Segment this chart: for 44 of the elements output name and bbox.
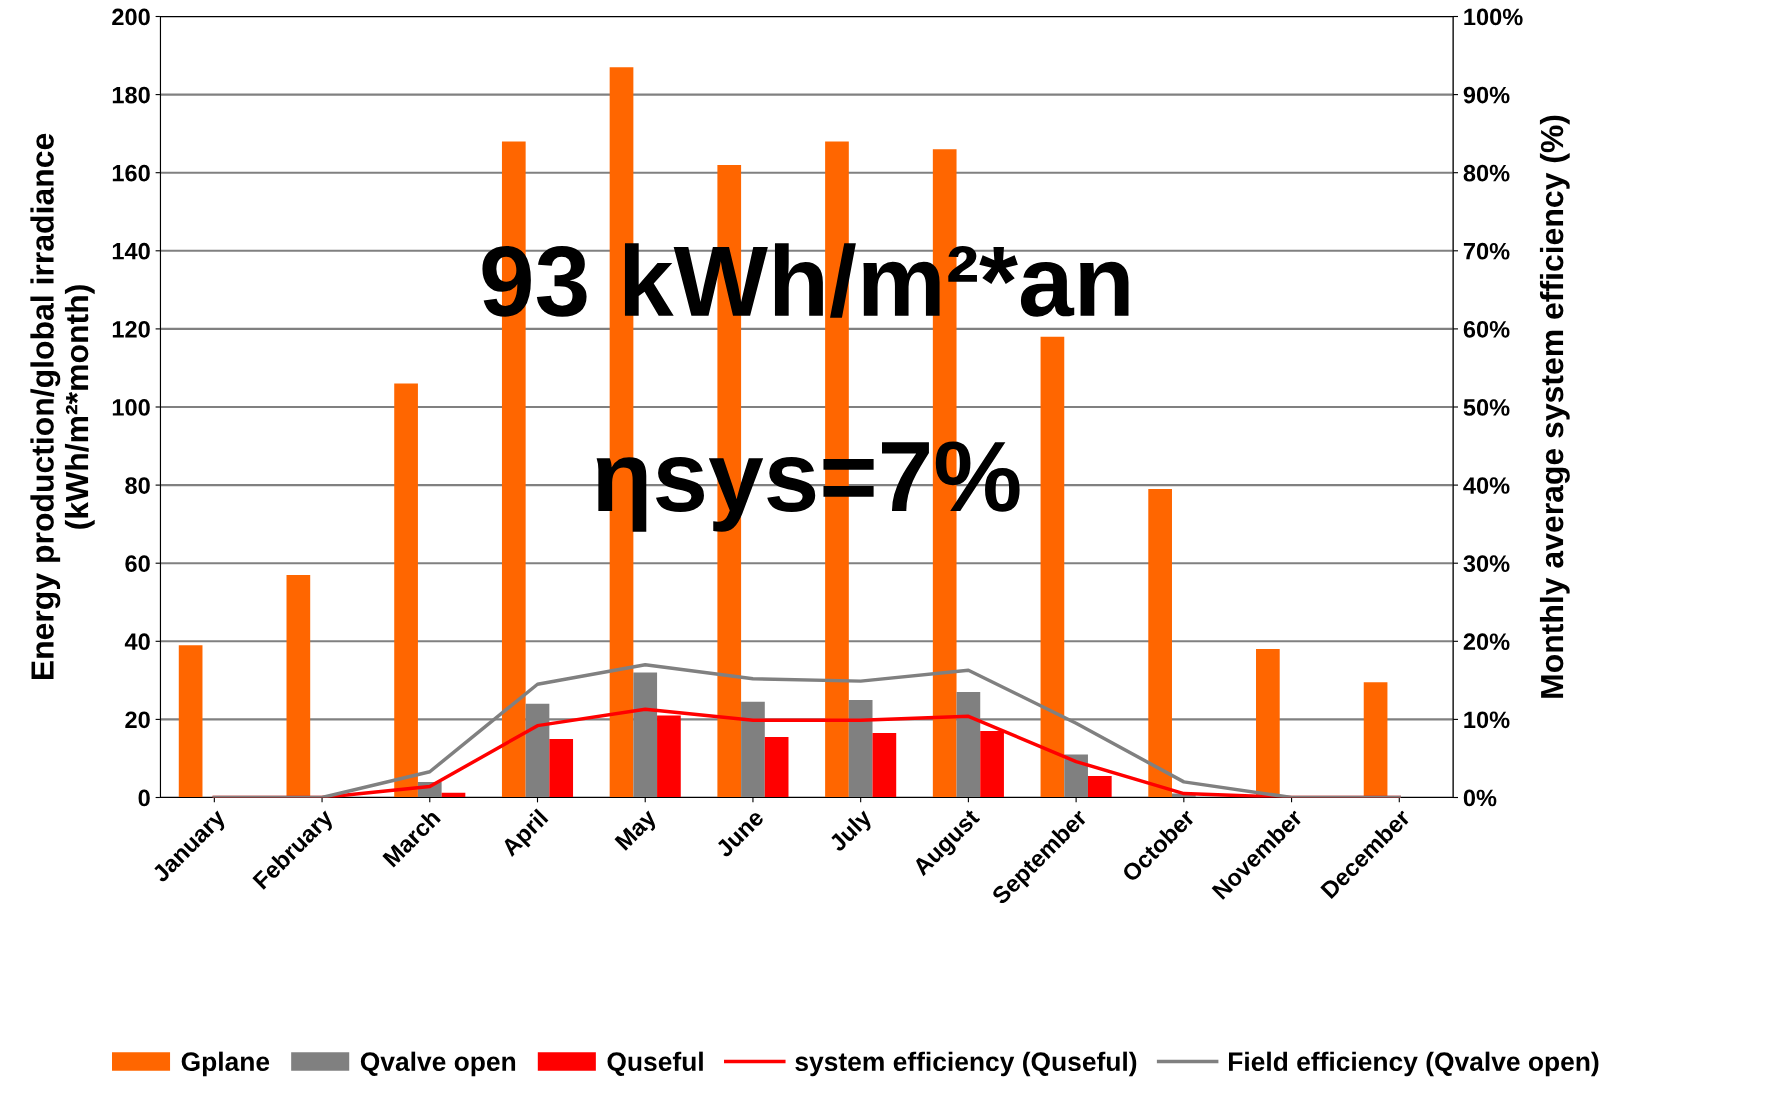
y-tick-label: 0	[138, 789, 150, 807]
bar	[1363, 682, 1388, 798]
y-tick-label: 120	[112, 320, 150, 338]
legend-label: Quseful	[607, 1051, 703, 1076]
bar	[872, 733, 897, 798]
y-tick-label: 100	[112, 399, 150, 416]
y2-tick-label: 40%	[1463, 477, 1510, 494]
y2-tick-label: 70%	[1463, 242, 1510, 260]
y-tick-label: 180	[112, 86, 150, 104]
bar	[1148, 489, 1172, 798]
y2-tick-label: 50%	[1463, 399, 1510, 416]
y-tick-label: 160	[112, 164, 150, 182]
y-axis-title: Energy production/global irradiance (kWh/m²*month)	[30, 133, 95, 680]
bar	[741, 701, 765, 798]
legend-label: Qvalve open	[360, 1051, 516, 1077]
y2-tick-label: 100%	[1464, 8, 1523, 26]
bar	[178, 645, 203, 798]
y2-tick-label: 30%	[1463, 555, 1510, 573]
bar	[394, 383, 418, 798]
bar	[1256, 649, 1280, 798]
bar	[1040, 336, 1065, 798]
bar	[764, 736, 789, 798]
bar	[848, 699, 873, 798]
y-tick-label: 80	[125, 477, 150, 494]
y2-tick-label: 90%	[1463, 86, 1510, 104]
y-tick-label: 140	[112, 242, 150, 260]
bar	[549, 738, 574, 798]
y2-axis-title: Monthly average system efficiency (%)	[1539, 115, 1570, 698]
legend-label: Field efficiency (Qvalve open)	[1228, 1051, 1599, 1077]
y2-tick-label: 20%	[1463, 633, 1510, 651]
y-tick-label: 20	[125, 711, 150, 729]
bar	[633, 672, 658, 798]
legend-label: system efficiency (Quseful)	[795, 1051, 1137, 1077]
bar	[286, 574, 311, 798]
y2-tick-label: 60%	[1463, 320, 1510, 338]
legend-label: Gplane	[181, 1051, 270, 1077]
y2-tick-label: 80%	[1463, 164, 1510, 182]
y2-tick-label: 10%	[1464, 711, 1510, 729]
y2-tick-label: 0%	[1463, 789, 1497, 807]
bar	[1064, 754, 1088, 798]
y-tick-label: 60	[125, 555, 150, 572]
y-tick-label: 40	[124, 633, 150, 651]
y-tick-label: 200	[112, 8, 150, 26]
bar	[1087, 776, 1112, 798]
